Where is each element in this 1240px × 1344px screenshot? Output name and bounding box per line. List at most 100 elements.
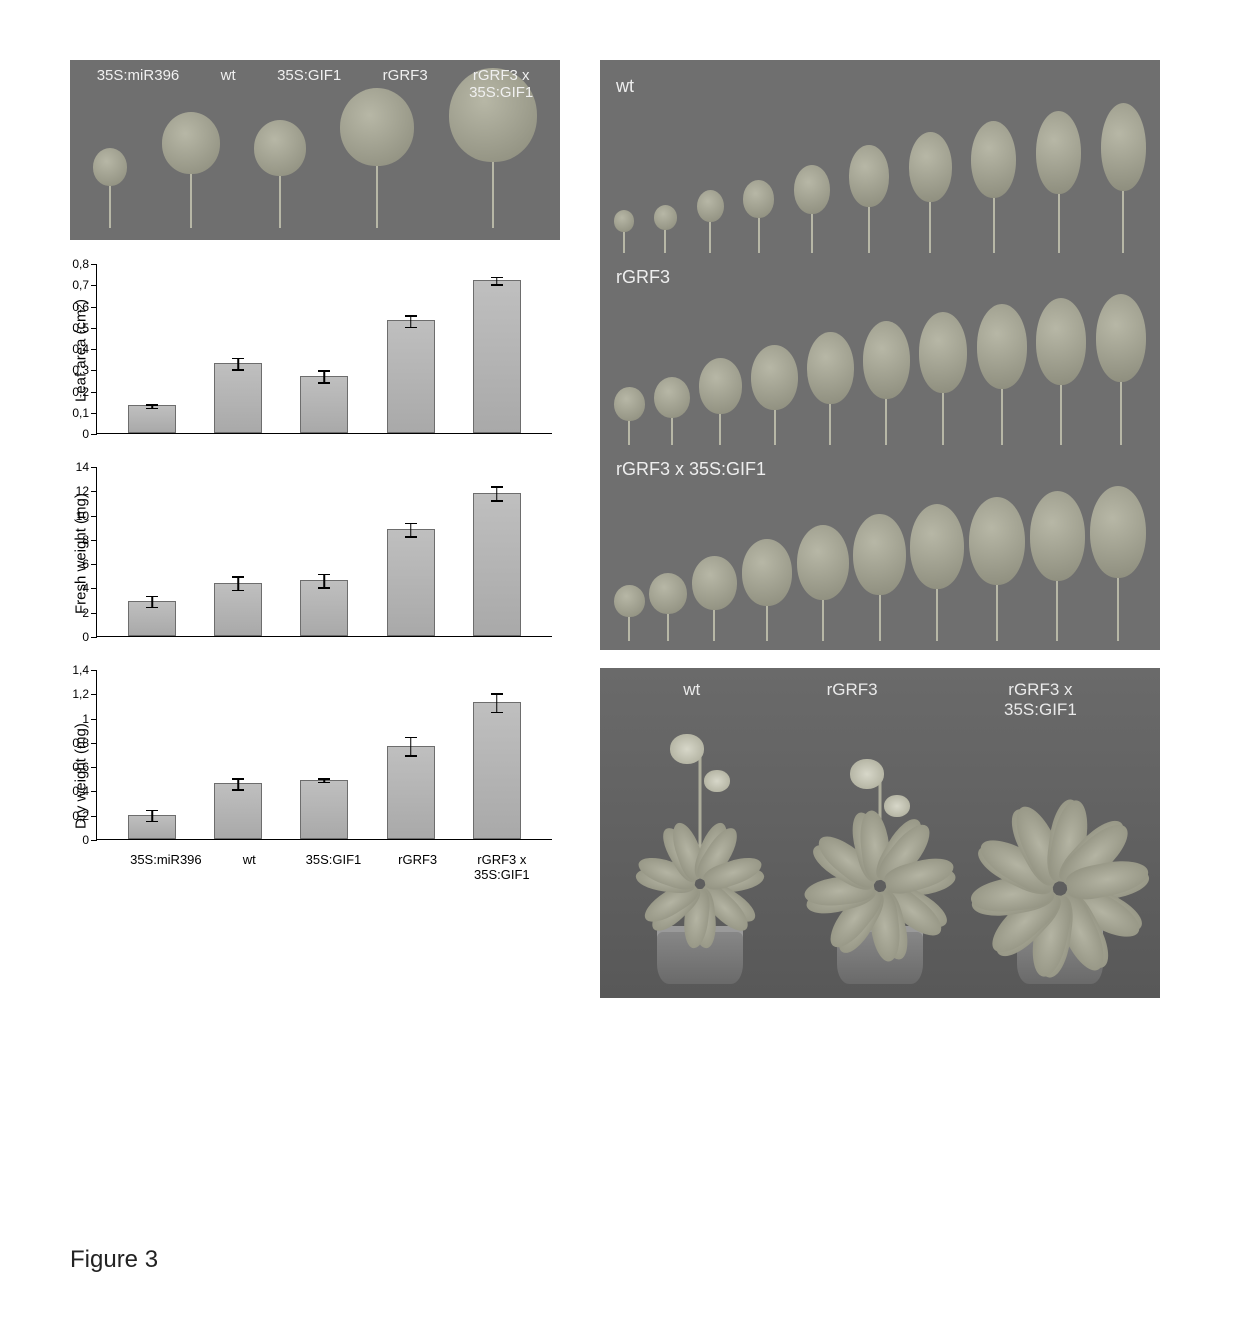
bar bbox=[470, 280, 524, 433]
xlabel: 35S:GIF1 bbox=[298, 853, 368, 883]
petiole bbox=[671, 418, 673, 445]
bar bbox=[211, 783, 265, 839]
leaf-blade bbox=[919, 312, 968, 393]
xlabel: 35S:miR396 bbox=[130, 853, 200, 883]
ytick-label: 0,4 bbox=[59, 784, 89, 798]
leaf-sample bbox=[971, 121, 1016, 253]
leaf-blade bbox=[1036, 111, 1081, 194]
leaf-sample bbox=[1096, 294, 1146, 445]
leaf-sample bbox=[614, 387, 645, 445]
bar-rect bbox=[214, 583, 262, 636]
error-cap bbox=[318, 382, 330, 384]
petiole bbox=[758, 218, 760, 253]
leaf-blade bbox=[614, 585, 645, 617]
leaf-sample bbox=[1030, 491, 1086, 641]
leaf-blade bbox=[1096, 294, 1146, 382]
error-cap bbox=[146, 810, 158, 812]
petiole bbox=[829, 404, 831, 445]
leaf-sample bbox=[654, 205, 677, 253]
leaf-blade bbox=[254, 120, 306, 176]
left-column: 35S:miR396wt35S:GIF1rGRF3rGRF3 x35S:GIF1… bbox=[70, 60, 560, 998]
petiole bbox=[766, 606, 768, 641]
dry-weight-plot: 35S:miR396wt35S:GIF1rGRF3rGRF3 x35S:GIF1… bbox=[96, 670, 552, 840]
error-cap bbox=[146, 607, 158, 609]
plant-label: rGRF3 x35S:GIF1 bbox=[1004, 680, 1077, 719]
error-cap bbox=[491, 500, 503, 502]
bar bbox=[125, 601, 179, 636]
fresh-weight-plot: 02468101214 bbox=[96, 467, 552, 637]
error-cap bbox=[318, 587, 330, 589]
error-cap bbox=[146, 404, 158, 406]
plant bbox=[620, 724, 780, 984]
bar bbox=[125, 815, 179, 839]
leaf-strip-label: rGRF3 x35S:GIF1 bbox=[469, 68, 533, 101]
petiole bbox=[1058, 194, 1060, 253]
petiole bbox=[879, 595, 881, 641]
bar-rect bbox=[300, 780, 348, 840]
leaf-sample bbox=[849, 145, 889, 252]
error-cap bbox=[491, 693, 503, 695]
ytick-label: 6 bbox=[59, 557, 89, 571]
bar-rect bbox=[128, 601, 176, 636]
leaf-blade bbox=[977, 304, 1027, 389]
error-cap bbox=[146, 821, 158, 823]
ytick bbox=[91, 588, 97, 589]
petiole bbox=[1056, 581, 1058, 641]
error-cap bbox=[232, 576, 244, 578]
leaf-sample bbox=[853, 514, 905, 641]
petiole bbox=[996, 585, 998, 641]
error-cap bbox=[491, 712, 503, 714]
ytick bbox=[91, 285, 97, 286]
petiole bbox=[492, 162, 494, 228]
petiole bbox=[942, 393, 944, 445]
ytick bbox=[91, 491, 97, 492]
leaf-blade bbox=[649, 573, 687, 614]
leaf-sample bbox=[977, 304, 1027, 445]
leaf-row-label: rGRF3 bbox=[610, 261, 1150, 292]
leaf-area-bars bbox=[97, 264, 552, 433]
dry-weight-bars bbox=[97, 670, 552, 839]
leaf-sample bbox=[93, 148, 127, 228]
ytick-label: 1,2 bbox=[59, 687, 89, 701]
error-bar bbox=[410, 523, 412, 538]
ytick bbox=[91, 307, 97, 308]
petiole bbox=[822, 600, 824, 641]
leaf-sample bbox=[742, 539, 792, 641]
ytick-label: 0,2 bbox=[59, 809, 89, 823]
leaf-blade bbox=[910, 504, 964, 589]
ytick bbox=[91, 613, 97, 614]
ytick bbox=[91, 719, 97, 720]
rosette bbox=[795, 802, 965, 942]
petiole bbox=[811, 214, 813, 253]
ytick bbox=[91, 434, 97, 435]
leaf-blade bbox=[807, 332, 854, 404]
leaf-row bbox=[610, 292, 1150, 453]
bar bbox=[470, 702, 524, 839]
petiole bbox=[936, 589, 938, 641]
xlabel: rGRF3 x35S:GIF1 bbox=[467, 853, 537, 883]
leaf-blade bbox=[93, 148, 127, 186]
leaf-blade bbox=[654, 205, 677, 230]
ytick bbox=[91, 349, 97, 350]
error-cap bbox=[318, 574, 330, 576]
bar bbox=[384, 746, 438, 840]
ytick-label: 14 bbox=[59, 460, 89, 474]
leaf-blade bbox=[971, 121, 1016, 198]
ytick bbox=[91, 670, 97, 671]
petiole bbox=[628, 617, 630, 641]
petiole bbox=[774, 410, 776, 445]
leaf-blade bbox=[797, 525, 849, 601]
error-bar bbox=[496, 486, 498, 501]
leaf-blade bbox=[614, 210, 634, 232]
error-cap bbox=[146, 596, 158, 598]
plant bbox=[980, 724, 1140, 984]
leaf-sample bbox=[969, 497, 1025, 641]
ytick-label: 12 bbox=[59, 484, 89, 498]
leaf-sample bbox=[654, 377, 690, 445]
leaf-series-panel: wtrGRF3rGRF3 x 35S:GIF1 bbox=[600, 60, 1160, 650]
leaf-row bbox=[610, 484, 1150, 649]
petiole bbox=[993, 198, 995, 253]
bar-rect bbox=[473, 493, 521, 636]
plant bbox=[800, 724, 960, 984]
ytick-label: 0,2 bbox=[59, 385, 89, 399]
